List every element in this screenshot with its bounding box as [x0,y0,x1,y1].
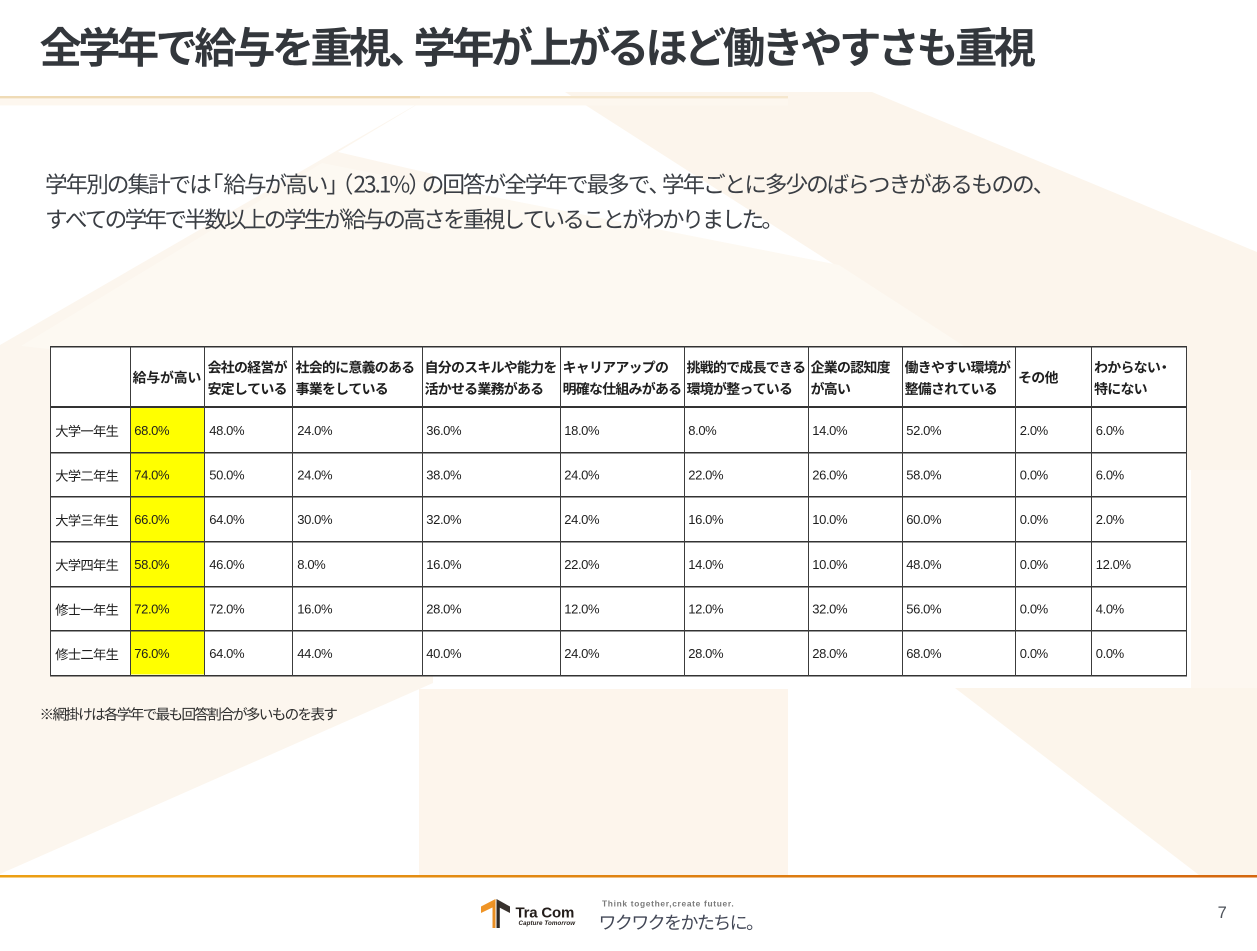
svg-text:14.0%: 14.0% [812,423,848,438]
svg-text:76.0%: 76.0% [134,646,170,661]
svg-text:16.0%: 16.0% [297,602,333,617]
svg-text:28.0%: 28.0% [426,602,462,617]
svg-text:0.0%: 0.0% [1020,602,1049,617]
svg-text:58.0%: 58.0% [906,468,942,483]
svg-text:36.0%: 36.0% [426,423,462,438]
svg-text:26.0%: 26.0% [812,468,848,483]
svg-text:22.0%: 22.0% [564,557,600,572]
svg-text:10.0%: 10.0% [812,512,848,527]
svg-text:0.0%: 0.0% [1020,468,1049,483]
svg-text:44.0%: 44.0% [297,646,333,661]
svg-text:22.0%: 22.0% [688,468,724,483]
svg-text:30.0%: 30.0% [297,512,333,527]
svg-text:52.0%: 52.0% [906,423,942,438]
svg-text:50.0%: 50.0% [209,468,245,483]
svg-text:12.0%: 12.0% [688,602,724,617]
svg-text:16.0%: 16.0% [426,557,462,572]
svg-text:32.0%: 32.0% [426,512,462,527]
svg-text:12.0%: 12.0% [564,602,600,617]
svg-text:64.0%: 64.0% [209,512,245,527]
svg-text:Think together,create futuer.: Think together,create futuer. [602,898,734,908]
svg-text:68.0%: 68.0% [134,423,170,438]
svg-text:24.0%: 24.0% [297,468,333,483]
svg-text:0.0%: 0.0% [1020,557,1049,572]
svg-text:24.0%: 24.0% [564,468,600,483]
svg-text:58.0%: 58.0% [134,557,170,572]
svg-text:Tra Com: Tra Com [516,904,575,921]
svg-text:2.0%: 2.0% [1020,423,1049,438]
svg-text:0.0%: 0.0% [1020,512,1049,527]
svg-text:4.0%: 4.0% [1096,602,1125,617]
svg-text:74.0%: 74.0% [134,468,170,483]
svg-text:28.0%: 28.0% [688,646,724,661]
svg-text:0.0%: 0.0% [1020,646,1049,661]
svg-text:18.0%: 18.0% [564,423,600,438]
svg-text:72.0%: 72.0% [209,602,245,617]
svg-text:6.0%: 6.0% [1096,468,1125,483]
svg-text:16.0%: 16.0% [688,512,724,527]
svg-text:72.0%: 72.0% [134,602,170,617]
svg-text:2.0%: 2.0% [1096,512,1125,527]
svg-text:28.0%: 28.0% [812,646,848,661]
svg-text:14.0%: 14.0% [688,557,724,572]
svg-text:48.0%: 48.0% [209,423,245,438]
svg-text:66.0%: 66.0% [134,512,170,527]
svg-text:56.0%: 56.0% [906,602,942,617]
svg-text:68.0%: 68.0% [906,646,942,661]
svg-text:0.0%: 0.0% [1096,646,1125,661]
svg-text:24.0%: 24.0% [297,423,333,438]
svg-text:24.0%: 24.0% [564,646,600,661]
svg-text:12.0%: 12.0% [1096,557,1132,572]
svg-text:64.0%: 64.0% [209,646,245,661]
svg-text:24.0%: 24.0% [564,512,600,527]
svg-text:7: 7 [1218,904,1227,922]
svg-text:8.0%: 8.0% [297,557,326,572]
svg-text:10.0%: 10.0% [812,557,848,572]
svg-text:38.0%: 38.0% [426,468,462,483]
svg-text:32.0%: 32.0% [812,602,848,617]
svg-text:Capture Tomorrow: Capture Tomorrow [519,920,577,927]
svg-text:40.0%: 40.0% [426,646,462,661]
svg-text:8.0%: 8.0% [688,423,717,438]
svg-text:6.0%: 6.0% [1096,423,1125,438]
svg-text:48.0%: 48.0% [906,557,942,572]
svg-text:60.0%: 60.0% [906,512,942,527]
svg-text:46.0%: 46.0% [209,557,245,572]
